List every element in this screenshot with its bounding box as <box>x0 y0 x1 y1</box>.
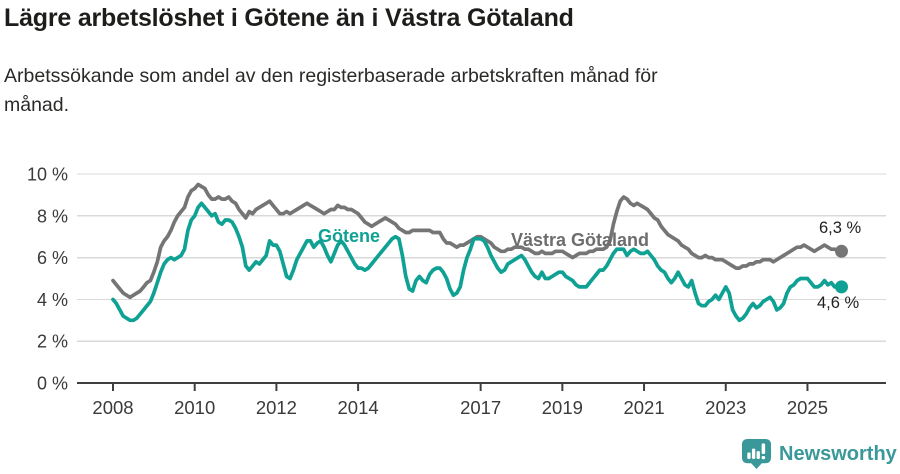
x-tick-label: 2012 <box>256 397 297 418</box>
series-line-vastra <box>111 182 844 300</box>
series-line-gotene <box>111 201 844 323</box>
newsworthy-chart-pin-icon <box>741 438 772 470</box>
x-tick-label: 2025 <box>787 397 828 418</box>
end-dot-gotene <box>835 280 848 294</box>
series-label-vastra-gotaland: Västra Götaland <box>511 230 650 250</box>
y-tick-label: 6 % <box>37 248 68 268</box>
end-value-label-gotene: 4,6 % <box>817 294 860 312</box>
y-tick-label: 0 % <box>37 374 68 394</box>
x-tick-label: 2019 <box>542 397 583 418</box>
x-tick-label: 2021 <box>623 397 664 418</box>
x-tick-label: 2014 <box>338 397 379 418</box>
x-tick-label: 2017 <box>460 397 501 418</box>
y-tick-label: 8 % <box>37 206 68 226</box>
y-tick-label: 2 % <box>37 332 68 352</box>
x-tick-label: 2023 <box>705 397 746 418</box>
y-tick-label: 4 % <box>37 290 68 310</box>
x-tick-label: 2010 <box>174 397 215 418</box>
chart-subtitle: Arbetssökande som andel av den registerb… <box>4 65 658 117</box>
y-tick-label: 10 % <box>27 165 68 185</box>
brand-name: Newsworthy <box>779 442 897 465</box>
end-value-label-vastra-gotaland: 6,3 % <box>819 219 862 237</box>
x-tick-label: 2008 <box>92 397 133 418</box>
series-label-gotene: Götene <box>318 226 381 246</box>
newsworthy-brand-link[interactable]: Newsworthy <box>741 438 897 470</box>
chart-title: Lägre arbetslöshet i Götene än i Västra … <box>4 4 574 32</box>
end-dot-vastra <box>835 244 848 258</box>
